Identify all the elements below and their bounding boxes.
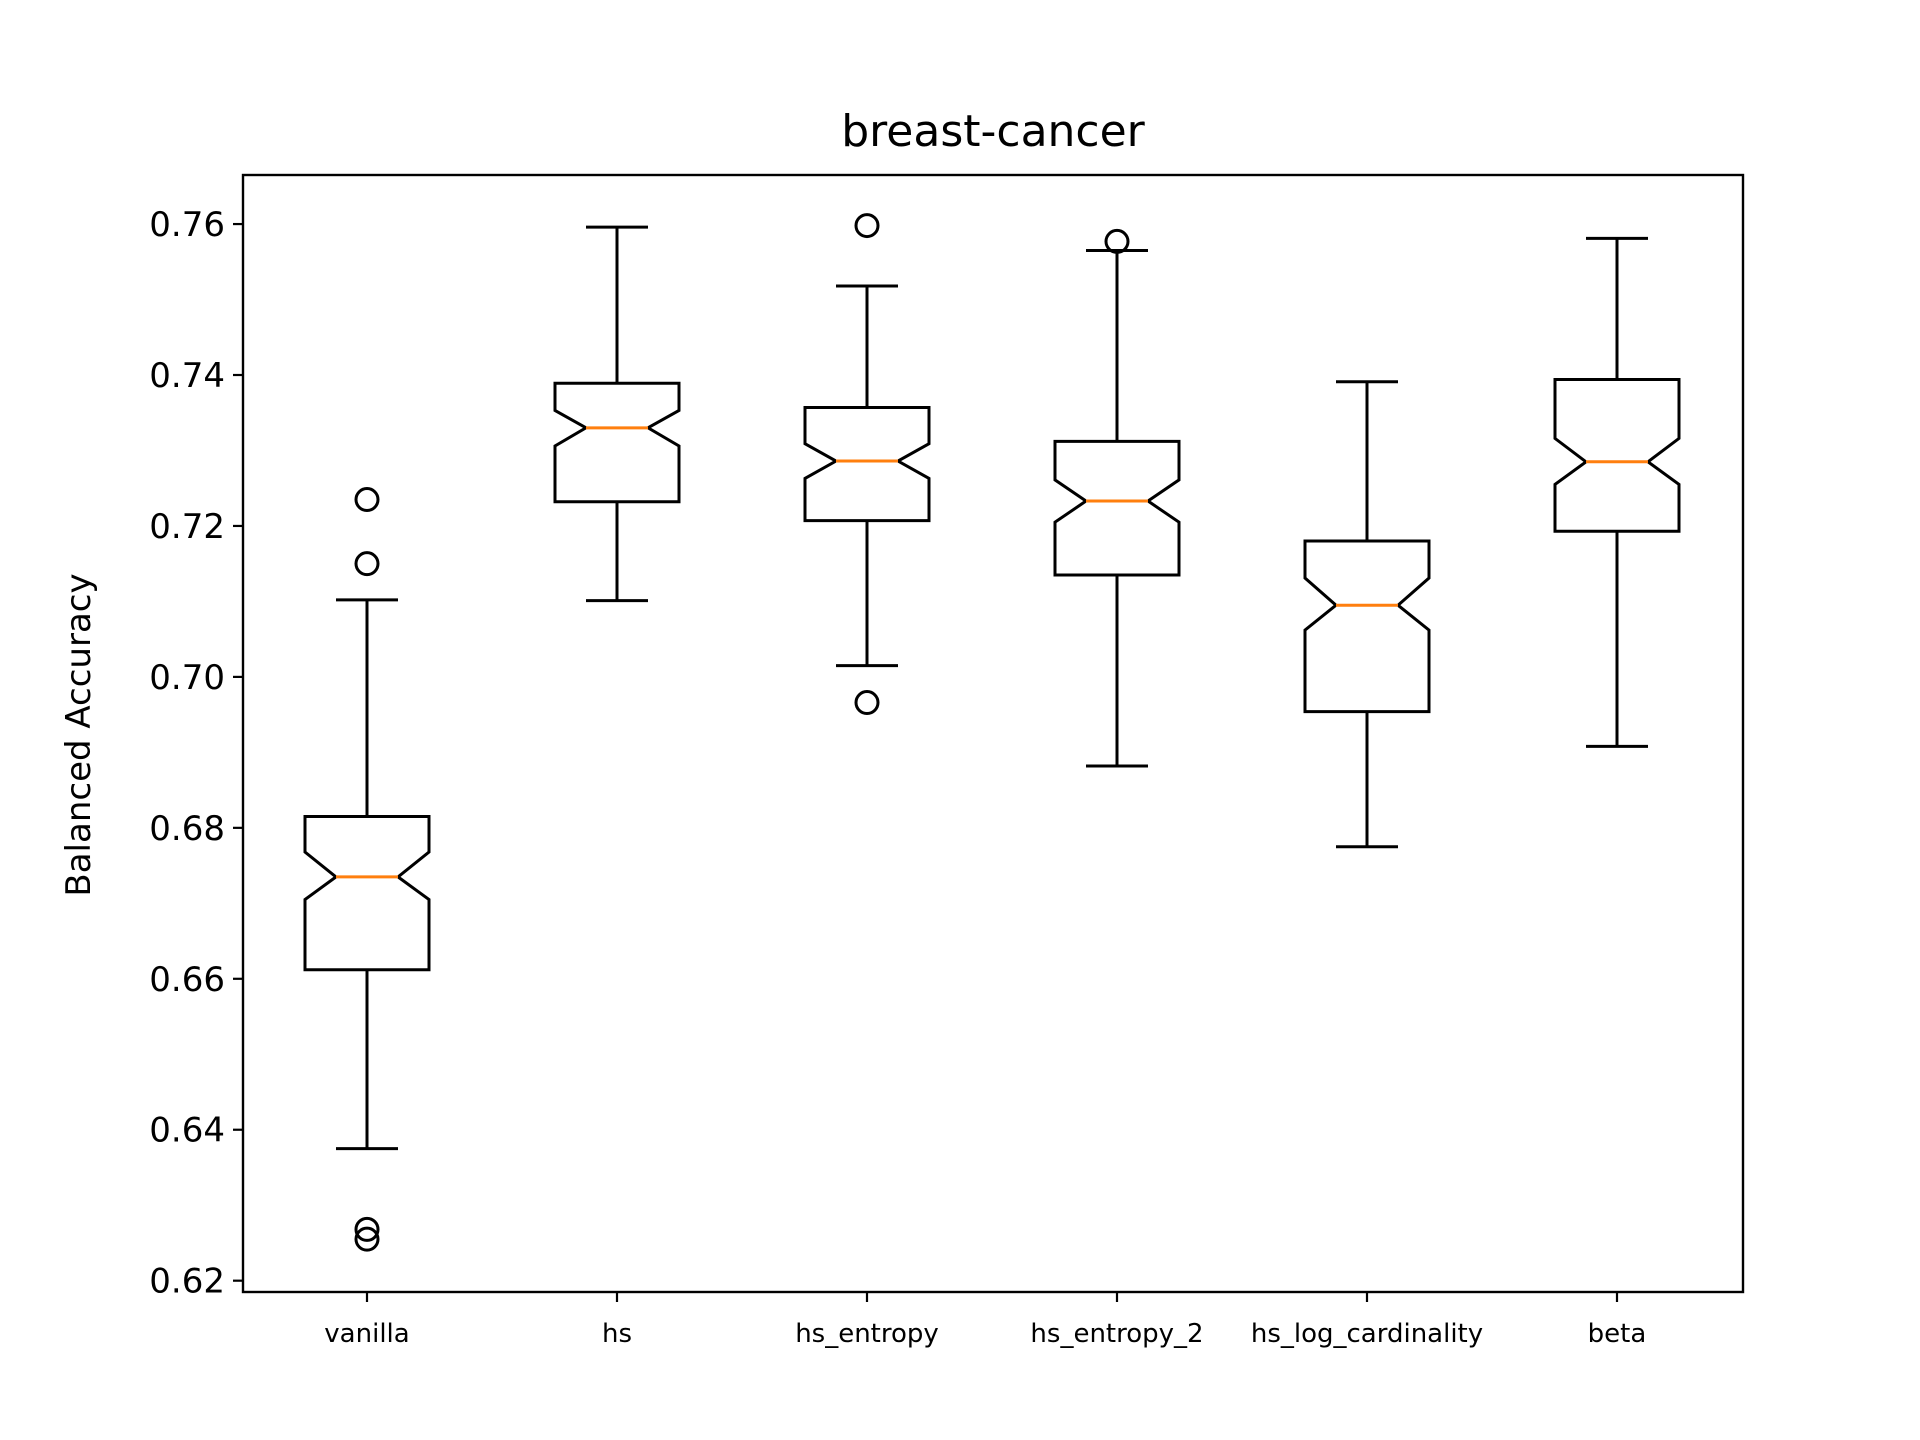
y-axis-label: Balanced Accuracy: [59, 573, 99, 896]
y-tick-label: 0.64: [149, 1111, 225, 1151]
box-hs_entropy_2: [1053, 228, 1181, 768]
flier-point: [854, 690, 880, 716]
plot-frame: [241, 173, 1745, 1294]
flier-point: [854, 213, 880, 239]
box-beta: [1553, 236, 1681, 748]
box-hs: [553, 225, 681, 603]
notched-box: [803, 405, 931, 523]
y-tick-label: 0.76: [149, 205, 225, 245]
notched-box: [1303, 539, 1431, 714]
notched-box: [1553, 378, 1681, 533]
y-tick-label: 0.72: [149, 507, 225, 547]
notched-box: [1053, 439, 1181, 577]
y-tick-label: 0.74: [149, 356, 225, 396]
box-hs_log_cardinality: [1303, 380, 1431, 849]
y-tick-label: 0.70: [149, 658, 225, 698]
x-tick-label: hs: [602, 1319, 632, 1349]
box-hs_entropy: [803, 213, 931, 716]
notched-box: [303, 815, 431, 972]
notched-box: [553, 381, 681, 504]
x-tick-label: hs_entropy: [795, 1319, 939, 1349]
y-tick-label: 0.66: [149, 960, 225, 1000]
flier-point: [1104, 228, 1130, 254]
chart-title: breast-cancer: [841, 106, 1145, 157]
x-tick-label: vanilla: [324, 1319, 409, 1349]
y-axis-ticks: 0.62 0.64 0.66 0.68 0.70 0.72 0.74 0.76: [149, 205, 243, 1302]
x-tick-label: beta: [1588, 1319, 1647, 1349]
box-vanilla: [303, 487, 431, 1252]
flier-point: [354, 1216, 380, 1242]
y-tick-label: 0.62: [149, 1262, 225, 1302]
flier-point: [354, 1226, 380, 1252]
y-tick-label: 0.68: [149, 809, 225, 849]
flier-point: [354, 551, 380, 577]
flier-point: [354, 487, 380, 513]
x-tick-label: hs_log_cardinality: [1251, 1319, 1483, 1349]
x-axis-ticks: vanilla hs hs_entropy hs_entropy_2 hs_log_ca…: [324, 1292, 1646, 1349]
box-series: [303, 213, 1681, 1252]
x-tick-label: hs_entropy_2: [1030, 1319, 1203, 1349]
